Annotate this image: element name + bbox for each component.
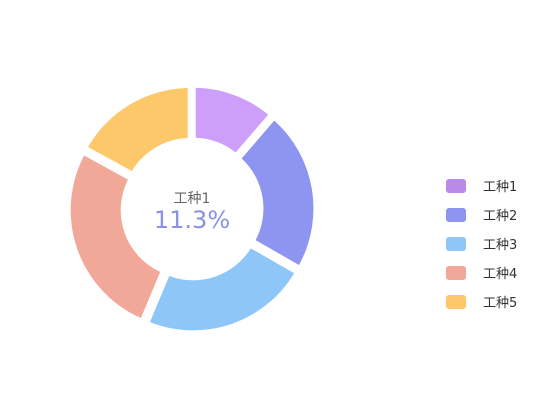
- legend-label-4: 工种4: [483, 267, 518, 282]
- center-percentage-value: 11.3%: [153, 206, 231, 234]
- donut-slice-1[interactable]: [195, 87, 269, 153]
- legend-swatch-3: [446, 236, 466, 251]
- legend-item-4[interactable]: 工种4: [446, 258, 517, 287]
- legend-label-3: 工种3: [483, 238, 518, 253]
- legend-label-2: 工种2: [483, 209, 518, 224]
- legend-swatch-4: [446, 265, 466, 280]
- legend-swatch-5: [446, 294, 466, 309]
- chart-legend: 工种1 工种2 工种3 工种4 工种5: [446, 171, 517, 316]
- legend-swatch-1: [446, 178, 466, 193]
- legend-label-1: 工种1: [483, 180, 518, 195]
- center-category-label: 工种1: [173, 191, 211, 207]
- legend-item-2[interactable]: 工种2: [446, 200, 517, 229]
- legend-item-1[interactable]: 工种1: [446, 171, 517, 200]
- donut-slice-2[interactable]: [241, 120, 314, 266]
- legend-item-3[interactable]: 工种3: [446, 229, 517, 258]
- legend-item-5[interactable]: 工种5: [446, 287, 517, 316]
- donut-slice-3[interactable]: [149, 248, 295, 331]
- donut-slice-4[interactable]: [70, 155, 161, 319]
- donut-slice-5[interactable]: [88, 88, 188, 172]
- legend-swatch-2: [446, 207, 466, 222]
- legend-label-5: 工种5: [483, 296, 518, 311]
